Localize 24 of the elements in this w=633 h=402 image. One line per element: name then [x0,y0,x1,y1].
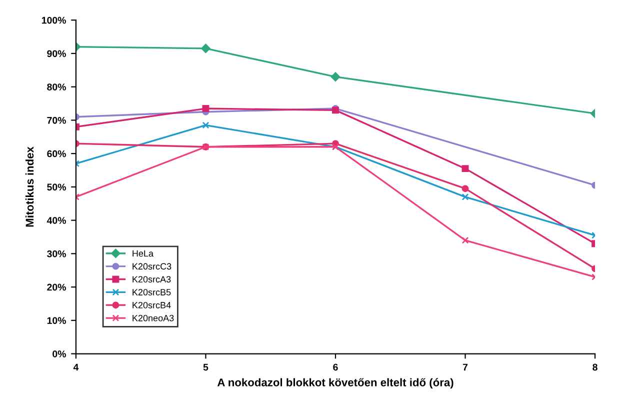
y-tick-label: 20% [47,284,66,291]
legend-label: K20srcC3 [132,263,172,270]
x-tick-label: 7 [462,364,468,371]
x-tick-label: 8 [592,364,598,371]
y-tick-label: 0% [52,350,66,358]
legend-label: K20srcB4 [132,302,171,308]
y-tick-label: 30% [47,250,66,258]
y-tick-label: 100% [42,16,66,24]
y-tick-label: 60% [47,150,66,158]
x-tick-label: 6 [333,364,338,371]
y-tick-label: 90% [47,50,66,58]
y-tick-label: 80% [47,84,66,90]
legend-label: K20neoA3 [132,314,174,322]
legend-label: K20srcB5 [132,289,171,296]
x-tick-label: 4 [73,364,79,371]
y-tick-label: 50% [47,184,66,191]
x-axis-title: A nokodazol blokkot követően eltelt idő (óra) [217,378,454,389]
y-tick-label: 10% [47,317,66,324]
x-tick-label: 5 [203,364,208,371]
y-axis-title: Mitotikus index [25,146,34,227]
y-tick-label: 40% [46,217,66,224]
legend-label: HeLa [132,250,154,257]
y-tick-label: 70% [47,116,66,124]
legend-label: K20srcA3 [132,276,171,282]
